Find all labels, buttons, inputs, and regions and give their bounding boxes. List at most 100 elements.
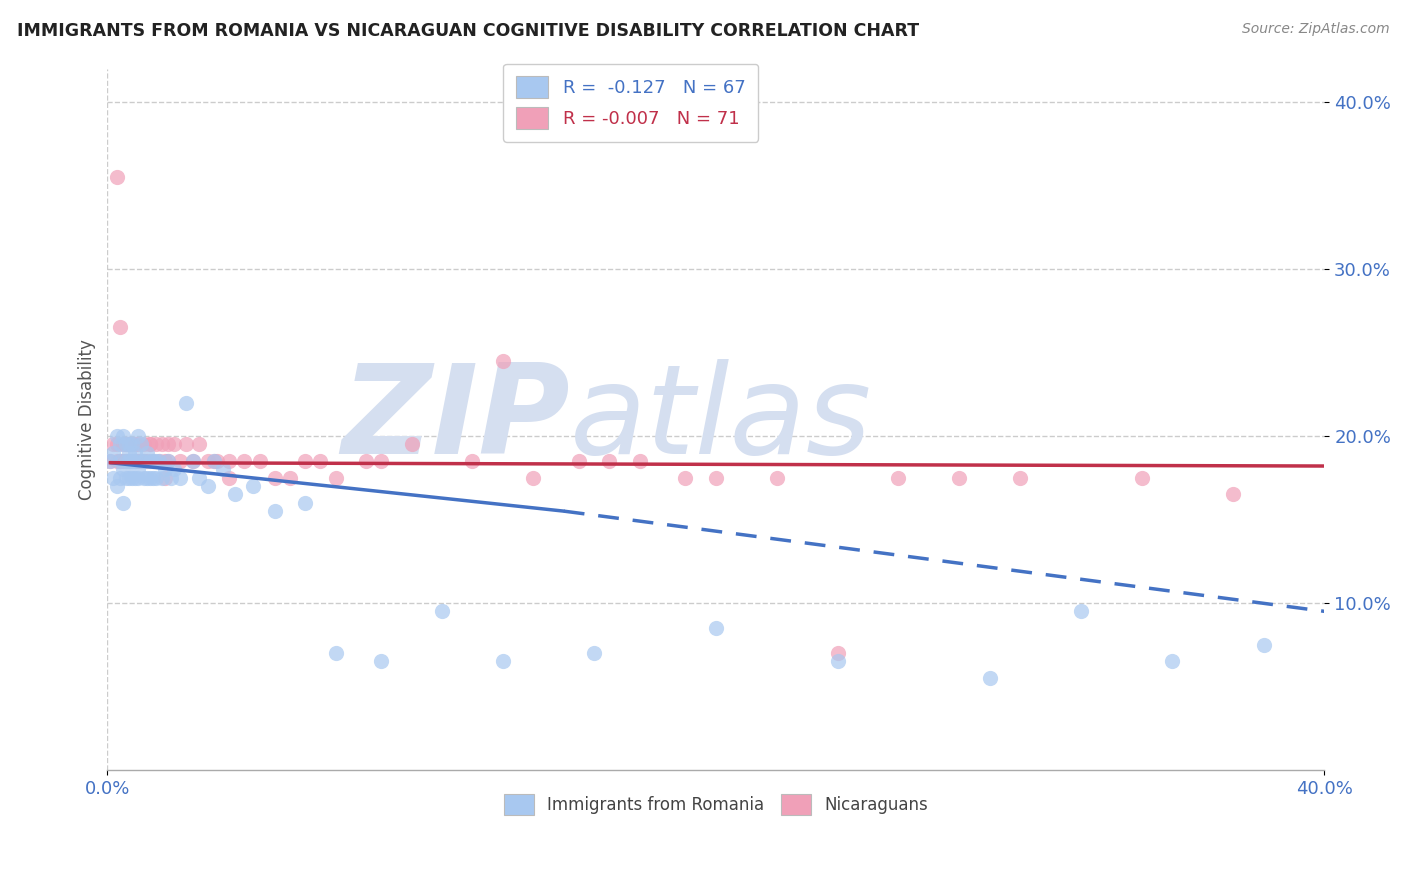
Point	[1070, 604, 1092, 618]
Point	[568, 454, 591, 468]
Point	[139, 471, 162, 485]
Text: atlas: atlas	[569, 359, 872, 480]
Point	[114, 471, 136, 485]
Point	[979, 671, 1001, 685]
Point	[197, 479, 219, 493]
Point	[132, 454, 155, 468]
Text: Source: ZipAtlas.com: Source: ZipAtlas.com	[1241, 22, 1389, 37]
Point	[127, 471, 149, 485]
Point	[100, 454, 122, 468]
Point	[118, 454, 141, 468]
Point	[111, 462, 134, 476]
Point	[157, 454, 180, 468]
Point	[105, 437, 128, 451]
Point	[309, 454, 332, 468]
Legend: Immigrants from Romania, Nicaraguans: Immigrants from Romania, Nicaraguans	[494, 784, 938, 825]
Point	[205, 454, 228, 468]
Point	[124, 454, 146, 468]
Point	[598, 454, 620, 468]
Point	[129, 437, 152, 451]
Point	[145, 471, 167, 485]
Point	[114, 454, 136, 468]
Point	[263, 471, 285, 485]
Point	[103, 437, 125, 451]
Point	[1161, 655, 1184, 669]
Point	[354, 454, 377, 468]
Point	[675, 471, 697, 485]
Point	[129, 454, 152, 468]
Point	[124, 445, 146, 459]
Point	[111, 429, 134, 443]
Point	[169, 471, 191, 485]
Point	[370, 655, 392, 669]
Point	[153, 454, 176, 468]
Point	[132, 471, 155, 485]
Point	[1130, 471, 1153, 485]
Point	[127, 437, 149, 451]
Point	[111, 437, 134, 451]
Point	[108, 320, 131, 334]
Point	[121, 437, 143, 451]
Point	[142, 454, 165, 468]
Point	[628, 454, 651, 468]
Point	[242, 479, 264, 493]
Point	[430, 604, 453, 618]
Point	[124, 454, 146, 468]
Point	[233, 454, 256, 468]
Point	[118, 437, 141, 451]
Point	[249, 454, 271, 468]
Point	[121, 454, 143, 468]
Point	[492, 655, 515, 669]
Point	[704, 471, 727, 485]
Text: ZIP: ZIP	[342, 359, 569, 480]
Point	[129, 454, 152, 468]
Point	[176, 437, 198, 451]
Point	[118, 454, 141, 468]
Point	[218, 454, 240, 468]
Point	[202, 454, 225, 468]
Point	[325, 471, 347, 485]
Y-axis label: Cognitive Disability: Cognitive Disability	[79, 339, 96, 500]
Point	[187, 471, 209, 485]
Point	[887, 471, 910, 485]
Point	[124, 437, 146, 451]
Point	[401, 437, 423, 451]
Point	[765, 471, 787, 485]
Point	[111, 496, 134, 510]
Point	[136, 445, 159, 459]
Point	[121, 437, 143, 451]
Point	[103, 471, 125, 485]
Point	[132, 454, 155, 468]
Point	[160, 471, 183, 485]
Point	[176, 395, 198, 409]
Point	[136, 471, 159, 485]
Point	[461, 454, 484, 468]
Point	[132, 437, 155, 451]
Point	[105, 429, 128, 443]
Point	[163, 462, 186, 476]
Point	[127, 429, 149, 443]
Point	[124, 471, 146, 485]
Point	[142, 471, 165, 485]
Point	[127, 462, 149, 476]
Point	[136, 454, 159, 468]
Point	[105, 479, 128, 493]
Point	[150, 471, 173, 485]
Point	[108, 454, 131, 468]
Text: IMMIGRANTS FROM ROMANIA VS NICARAGUAN COGNITIVE DISABILITY CORRELATION CHART: IMMIGRANTS FROM ROMANIA VS NICARAGUAN CO…	[17, 22, 920, 40]
Point	[294, 454, 316, 468]
Point	[370, 454, 392, 468]
Point	[108, 437, 131, 451]
Point	[583, 646, 606, 660]
Point	[111, 454, 134, 468]
Point	[148, 454, 170, 468]
Point	[124, 454, 146, 468]
Point	[121, 454, 143, 468]
Point	[127, 454, 149, 468]
Point	[153, 471, 176, 485]
Point	[827, 646, 849, 660]
Point	[948, 471, 970, 485]
Point	[108, 454, 131, 468]
Point	[202, 454, 225, 468]
Point	[139, 437, 162, 451]
